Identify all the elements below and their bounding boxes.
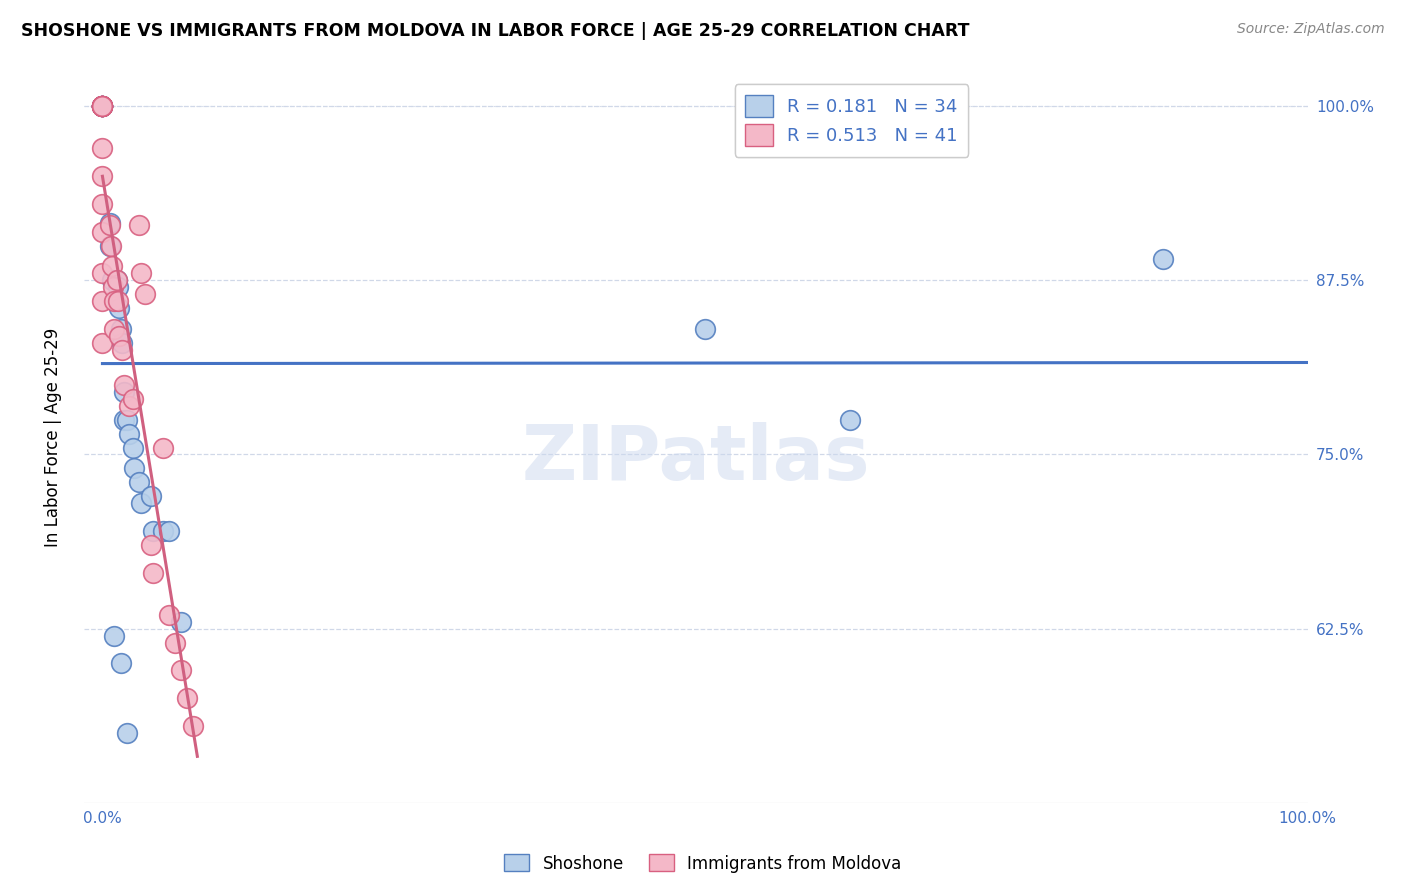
Point — [91, 196, 114, 211]
Point — [91, 99, 114, 113]
Point — [112, 384, 135, 399]
Point — [838, 412, 860, 426]
Point — [91, 99, 114, 113]
Point — [91, 336, 114, 351]
Point — [134, 287, 156, 301]
Point — [98, 216, 121, 230]
Point — [110, 322, 132, 336]
Point — [91, 99, 114, 113]
Text: SHOSHONE VS IMMIGRANTS FROM MOLDOVA IN LABOR FORCE | AGE 25-29 CORRELATION CHART: SHOSHONE VS IMMIGRANTS FROM MOLDOVA IN L… — [21, 22, 970, 40]
Point — [98, 238, 121, 252]
Point — [91, 99, 114, 113]
Point — [108, 329, 131, 343]
Point — [100, 238, 122, 252]
Point — [91, 266, 114, 280]
Point — [181, 719, 204, 733]
Point — [91, 169, 114, 183]
Point — [91, 99, 114, 113]
Point — [91, 99, 114, 113]
Point — [115, 726, 138, 740]
Point — [91, 99, 114, 113]
Point — [1152, 252, 1174, 267]
Text: Source: ZipAtlas.com: Source: ZipAtlas.com — [1237, 22, 1385, 37]
Point — [112, 412, 135, 426]
Point — [152, 441, 174, 455]
Point — [108, 301, 131, 316]
Point — [122, 461, 145, 475]
Point — [121, 392, 143, 406]
Point — [693, 322, 716, 336]
Point — [91, 99, 114, 113]
Point — [91, 99, 114, 113]
Point — [111, 343, 134, 357]
Point — [128, 475, 150, 490]
Point — [142, 566, 165, 580]
Point — [128, 218, 150, 232]
Point — [91, 99, 114, 113]
Point — [103, 294, 125, 309]
Point — [170, 664, 193, 678]
Point — [176, 691, 198, 706]
Point — [121, 441, 143, 455]
Point — [115, 412, 138, 426]
Legend: Shoshone, Immigrants from Moldova: Shoshone, Immigrants from Moldova — [498, 847, 908, 880]
Point — [91, 99, 114, 113]
Point — [101, 273, 124, 287]
Point — [91, 225, 114, 239]
Point — [110, 657, 132, 671]
Point — [129, 266, 152, 280]
Point — [118, 399, 141, 413]
Point — [91, 99, 114, 113]
Point — [163, 635, 186, 649]
Point — [91, 99, 114, 113]
Point — [103, 629, 125, 643]
Point — [139, 489, 162, 503]
Point — [98, 218, 121, 232]
Point — [101, 260, 124, 274]
Point — [91, 99, 114, 113]
Point — [103, 322, 125, 336]
Point — [107, 280, 129, 294]
Point — [170, 615, 193, 629]
Point — [152, 524, 174, 538]
Point — [107, 294, 129, 309]
Point — [105, 273, 128, 287]
Point — [91, 294, 114, 309]
Point — [118, 426, 141, 441]
Point — [157, 524, 180, 538]
Text: ZIPatlas: ZIPatlas — [522, 422, 870, 496]
Point — [91, 99, 114, 113]
Point — [157, 607, 180, 622]
Point — [129, 496, 152, 510]
Y-axis label: In Labor Force | Age 25-29: In Labor Force | Age 25-29 — [44, 327, 62, 547]
Point — [112, 377, 135, 392]
Point — [103, 280, 125, 294]
Point — [91, 141, 114, 155]
Point — [91, 99, 114, 113]
Point — [139, 538, 162, 552]
Point — [91, 99, 114, 113]
Point — [105, 273, 128, 287]
Point — [142, 524, 165, 538]
Point — [111, 336, 134, 351]
Legend: R = 0.181   N = 34, R = 0.513   N = 41: R = 0.181 N = 34, R = 0.513 N = 41 — [734, 84, 969, 157]
